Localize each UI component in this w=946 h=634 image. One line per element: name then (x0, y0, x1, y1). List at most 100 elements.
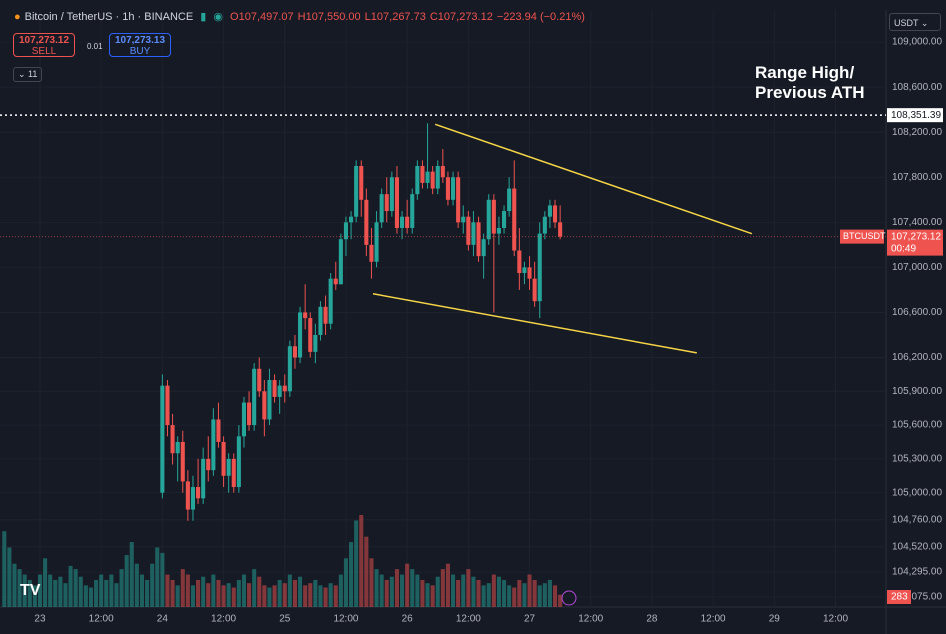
volume-bar (461, 574, 466, 607)
volume-bar (542, 583, 547, 607)
candle-body (298, 312, 303, 358)
volume-bar (445, 563, 450, 607)
candle-body (185, 481, 190, 510)
currency: USDT (894, 18, 919, 28)
candle-body (491, 199, 496, 234)
volume-bar (17, 569, 22, 607)
high: H107,550.00 (297, 11, 361, 23)
volume-bar (486, 583, 491, 607)
candle-body (415, 166, 420, 195)
volume-bar (252, 569, 257, 607)
sell-price: 107,273.12 (18, 35, 70, 46)
volume-bar (78, 576, 83, 607)
volume-bar (58, 576, 63, 607)
candle-body (507, 188, 512, 212)
y-tick-label: 107,000.00 (892, 262, 942, 273)
volume-bar (354, 520, 359, 607)
symbol: Bitcoin / TetherUS · 1h · BINANCE (24, 11, 194, 23)
volume-bar (119, 569, 124, 607)
candle-body (160, 385, 165, 493)
current-label: 107,273.12 (891, 231, 941, 242)
volume-bar (155, 547, 160, 607)
candle-body (292, 346, 297, 358)
volume-bar (257, 576, 262, 607)
candle-body (262, 391, 267, 420)
volume-bar (160, 552, 165, 607)
volume-bar (196, 579, 201, 607)
volume-bar (2, 531, 7, 607)
volume-bar (389, 576, 394, 607)
x-tick-label: 12:00 (89, 614, 114, 625)
x-tick-label: 26 (402, 614, 414, 625)
candle-body (272, 380, 277, 397)
buy-button[interactable]: 107,273.13 BUY (109, 33, 171, 57)
candle-body (170, 425, 175, 454)
sell-button[interactable]: 107,273.12 SELL (13, 33, 75, 57)
volume-bar (456, 579, 461, 607)
price-label: 108,351.39 (891, 110, 941, 121)
volume-bar (124, 555, 129, 607)
volume-bar (170, 579, 175, 607)
volume-bar (165, 574, 170, 607)
volume-bar (216, 579, 221, 607)
volume-bar (527, 574, 532, 607)
candle-body (196, 487, 201, 499)
volume-bar (481, 585, 486, 607)
candle-body (517, 250, 522, 274)
volume-bar (298, 576, 303, 607)
candle-body (333, 278, 338, 285)
y-tick-label: 104,295.00 (892, 567, 942, 578)
volume-bar (175, 585, 180, 607)
currency-select[interactable]: USDT ⌄ (889, 13, 941, 31)
candle-body (537, 233, 542, 302)
buy-label: BUY (129, 46, 151, 57)
volume-bar (145, 579, 150, 607)
indicators-toggle[interactable]: ⌄ 11 (13, 67, 43, 82)
candle-body (430, 171, 435, 189)
volume-bar (502, 579, 507, 607)
volume-bar (440, 569, 445, 607)
indicator-count: 11 (28, 69, 38, 79)
volume-bar (277, 579, 282, 607)
candle-body (303, 312, 308, 319)
x-tick-label: 24 (157, 614, 169, 625)
volume-bar (53, 579, 58, 607)
logo: TV (20, 582, 41, 599)
event-icon[interactable] (561, 590, 577, 606)
volume-bar (313, 579, 318, 607)
volume-bar (226, 583, 231, 607)
close: C107,273.12 (429, 11, 493, 23)
candle-body (180, 441, 185, 482)
volume-bar (476, 579, 481, 607)
volume-bar (394, 569, 399, 607)
buy-price: 107,273.13 (114, 35, 166, 46)
volume-bar (134, 563, 139, 607)
candle-body (405, 216, 410, 228)
candle-body (221, 441, 226, 476)
volume-bar (349, 542, 354, 607)
volume-bar (201, 576, 206, 607)
trendline (434, 123, 753, 235)
candle-body (496, 227, 501, 234)
volume-bar (410, 569, 415, 607)
volume-bar (43, 558, 48, 607)
candle-body (175, 441, 180, 454)
y-tick-label: 106,200.00 (892, 352, 942, 363)
volume-bar (185, 574, 190, 607)
candle-body (445, 177, 450, 200)
volume-bar (73, 569, 78, 607)
price-label-box (887, 108, 943, 123)
volume-label-box (887, 590, 911, 604)
volume-bar (333, 585, 338, 607)
volume-bar (425, 583, 430, 607)
volume-bar (139, 574, 145, 607)
volume-bar (374, 569, 379, 607)
y-tick-label: 107,400.00 (892, 217, 942, 228)
volume-bar (512, 587, 517, 607)
open: O107,497.07 (230, 11, 294, 23)
candle-body (267, 380, 272, 420)
volume-bar (415, 574, 420, 607)
volume-bar (83, 585, 88, 607)
y-tick-label: 108,200.00 (892, 127, 942, 138)
